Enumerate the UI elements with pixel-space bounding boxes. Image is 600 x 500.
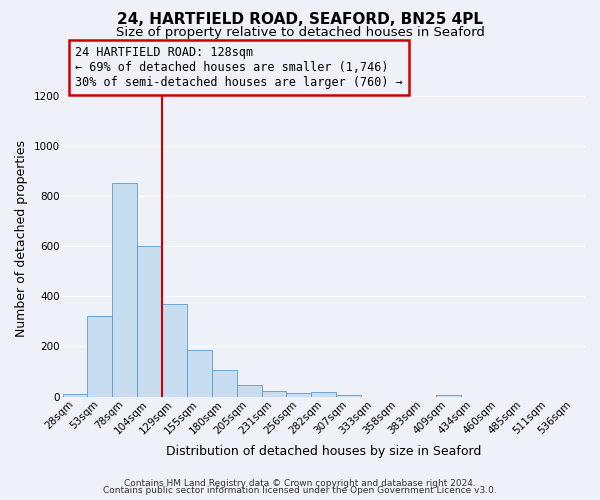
Bar	[237, 385, 262, 396]
Bar	[62, 394, 88, 396]
Bar	[88, 316, 112, 396]
Bar	[162, 304, 187, 396]
Text: 24, HARTFIELD ROAD, SEAFORD, BN25 4PL: 24, HARTFIELD ROAD, SEAFORD, BN25 4PL	[117, 12, 483, 28]
Y-axis label: Number of detached properties: Number of detached properties	[15, 140, 28, 338]
Bar	[112, 182, 137, 396]
Bar	[187, 350, 212, 397]
Bar	[212, 370, 237, 396]
X-axis label: Distribution of detached houses by size in Seaford: Distribution of detached houses by size …	[166, 444, 481, 458]
Bar	[286, 393, 311, 396]
Bar	[436, 394, 461, 396]
Bar	[137, 246, 162, 396]
Text: Size of property relative to detached houses in Seaford: Size of property relative to detached ho…	[116, 26, 484, 39]
Bar	[262, 391, 286, 396]
Text: Contains public sector information licensed under the Open Government Licence v3: Contains public sector information licen…	[103, 486, 497, 495]
Text: 24 HARTFIELD ROAD: 128sqm
← 69% of detached houses are smaller (1,746)
30% of se: 24 HARTFIELD ROAD: 128sqm ← 69% of detac…	[75, 46, 403, 89]
Bar	[311, 392, 336, 396]
Text: Contains HM Land Registry data © Crown copyright and database right 2024.: Contains HM Land Registry data © Crown c…	[124, 478, 476, 488]
